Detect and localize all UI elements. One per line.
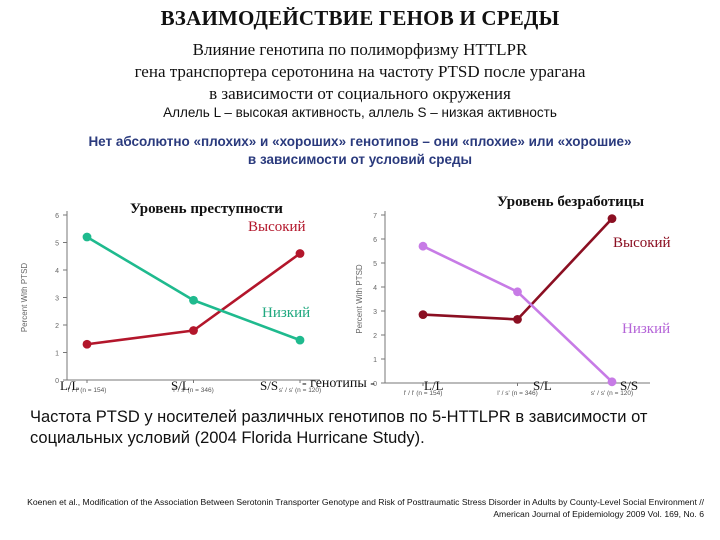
unemployment-ylabel: Percent With PTSD (355, 264, 364, 334)
unemployment-category-label: l' / s' (n = 346) (497, 390, 538, 397)
unemployment-series-0-line (422, 217, 613, 321)
crime-category-label: l' / l' (n = 154) (68, 387, 107, 394)
unemployment-category-label: s' / s' (n = 120) (591, 390, 633, 397)
unemployment-low-label: Низкий (622, 321, 671, 337)
crime-ytick-label: 2 (55, 323, 59, 330)
genotype-middle-label: - генотипы - (302, 376, 375, 391)
crime-ytick-label: 1 (55, 351, 59, 358)
crime-ytick-label: 5 (55, 241, 59, 248)
crime-high-label: Высокий (248, 219, 306, 235)
crime-series-1-line (86, 235, 301, 342)
crime-ylabel: Percent With PTSD (20, 263, 29, 333)
unemployment-series-1-line (422, 245, 613, 383)
crime-chart-title: Уровень преступности (130, 201, 283, 217)
crime-ytick-label: 0 (55, 378, 59, 385)
page-title: ВЗАИМОДЕЙСТВИЕ ГЕНОВ И СРЕДЫ (160, 6, 560, 30)
crime-ytick-label: 3 (55, 296, 59, 303)
reference: Koenen et al., Modification of the Assoc… (27, 497, 704, 519)
genotype-label-ll-left: L/L (60, 378, 80, 393)
crime-series-1-point (295, 335, 305, 345)
genotype-label-sl-right: S/L (533, 378, 552, 393)
unemployment-chart: 0 1 2 3 4 5 6 7 Percent With PTSD l' / l' (n = 15… (355, 211, 650, 397)
genotype-label-ss-left: S/S (260, 378, 279, 393)
allele-description: Аллель L – высокая активность, аллель S … (163, 105, 557, 120)
unemployment-series-1-point (607, 377, 617, 387)
unemployment-ytick-label: 1 (373, 357, 377, 364)
unemployment-ytick-label: 6 (373, 237, 377, 244)
unemployment-ytick-label: 2 (373, 333, 377, 340)
crime-chart: 0 1 2 3 4 5 6 Percent With PTSD l' / l' (n = 154… (20, 211, 321, 394)
unemployment-chart-title: Уровень безработицы (497, 194, 645, 210)
figure-caption: Частота PTSD у носителей различных генот… (30, 408, 648, 447)
unemployment-series-1-point (418, 241, 428, 251)
crime-ytick-label: 6 (55, 213, 59, 220)
genotype-label-ss-right: S/S (620, 378, 639, 393)
unemployment-ytick-label: 7 (373, 213, 377, 220)
crime-category-label: s' / s' (n = 120) (279, 387, 321, 394)
unemployment-ytick-label: 5 (373, 261, 377, 268)
genotype-label-sl-left: S/L (171, 378, 190, 393)
subtitle-line-2: гена транспортера серотонина на частоту … (134, 62, 586, 81)
crime-low-label: Низкий (262, 305, 311, 321)
genotype-label-ll-right: L/L (424, 378, 444, 393)
unemployment-ytick-label: 0 (373, 381, 377, 388)
crime-series-0-point (189, 326, 198, 335)
crime-category-label: l' / s' (n = 346) (173, 387, 214, 394)
highlight-line-1: Нет абсолютно «плохих» и «хороших» генот… (88, 134, 632, 149)
subtitle-line-3: в зависимости от социального окружения (209, 84, 511, 103)
crime-series-1-point (82, 232, 92, 242)
crime-series-1-point (189, 295, 198, 305)
unemployment-category-label: l' / l' (n = 154) (404, 390, 443, 397)
crime-series-0-point (295, 249, 305, 258)
crime-ytick-label: 4 (55, 268, 59, 275)
highlight-line-2: в зависимости от условий среды (247, 152, 473, 167)
unemployment-series-0-point (418, 310, 428, 319)
unemployment-high-label: Высокий (613, 235, 671, 251)
subtitle-line-1: Влияние генотипа по полиморфизму HTTLPR (192, 40, 528, 59)
unemployment-series-0-point (513, 315, 522, 324)
unemployment-ytick-label: 4 (373, 285, 377, 292)
unemployment-ytick-label: 3 (373, 309, 377, 316)
unemployment-series-1-point (513, 287, 522, 297)
unemployment-series-0-point (607, 214, 617, 223)
crime-series-0-point (82, 339, 92, 349)
